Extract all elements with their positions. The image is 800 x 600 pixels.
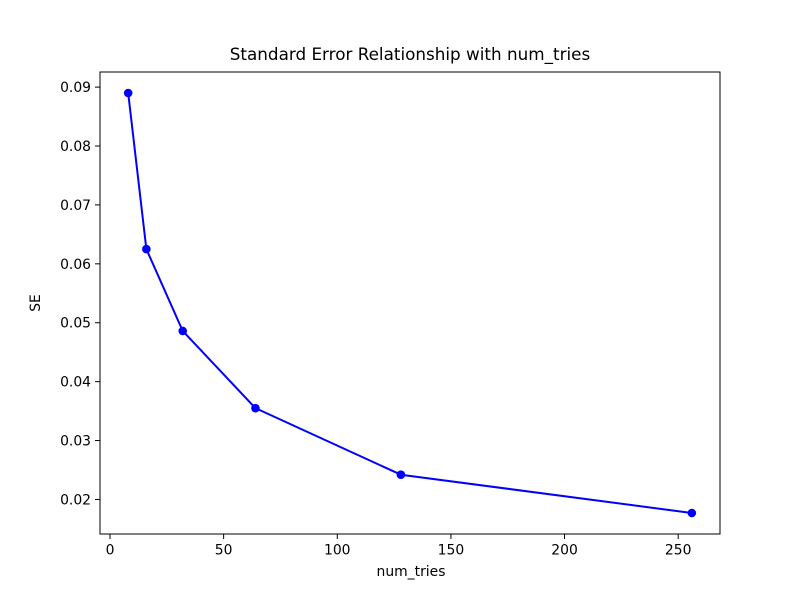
y-tick-label: 0.02 <box>60 492 91 508</box>
y-tick-label: 0.05 <box>60 316 91 332</box>
x-tick-label: 250 <box>665 543 692 559</box>
plot-border <box>99 71 721 535</box>
data-point <box>178 326 188 336</box>
y-axis-label: SE <box>28 294 44 312</box>
y-tick-label: 0.07 <box>60 198 91 214</box>
x-tick-label: 200 <box>551 543 578 559</box>
ticks-layer: 0 50 100 150 200 250 0.02 0.03 0.04 0.05 0.06 0.07 0… <box>60 80 691 558</box>
data-point <box>142 244 151 254</box>
y-tick-label: 0.03 <box>60 434 91 450</box>
y-tick-label: 0.08 <box>60 139 91 155</box>
data-line <box>127 92 692 514</box>
data-point <box>396 470 406 480</box>
data-point <box>251 403 260 413</box>
chart-title: Standard Error Relationship with num_tri… <box>230 44 590 65</box>
y-tick-label: 0.09 <box>60 80 91 96</box>
x-tick-label: 50 <box>215 543 233 559</box>
data-point <box>123 88 133 98</box>
x-tick-label: 100 <box>324 543 351 559</box>
data-point <box>687 508 697 518</box>
series-layer <box>123 88 697 518</box>
x-tick-label: 150 <box>438 543 465 559</box>
y-tick-label: 0.04 <box>60 375 91 391</box>
x-axis-label: num_tries <box>377 564 446 580</box>
x-tick-label: 0 <box>106 543 115 559</box>
y-tick-label: 0.06 <box>60 257 91 273</box>
